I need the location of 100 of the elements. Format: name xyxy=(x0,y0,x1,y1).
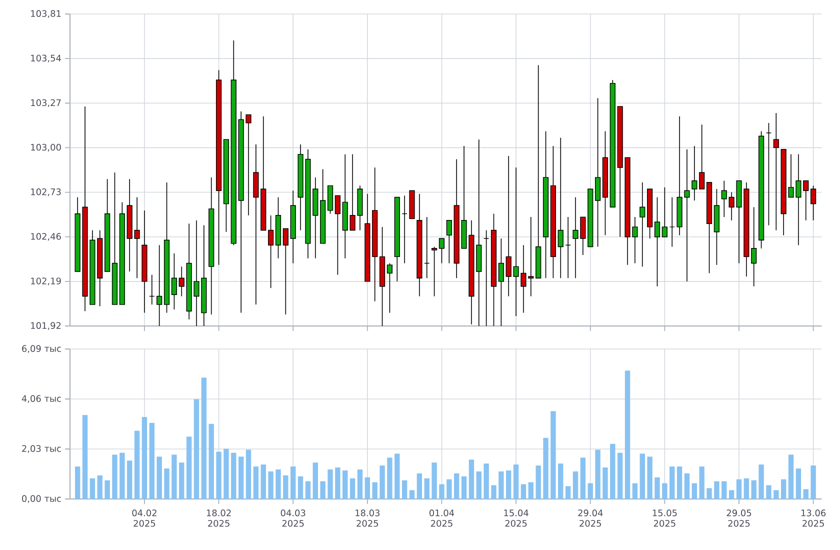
candlestick xyxy=(432,246,438,297)
candlestick xyxy=(654,196,660,287)
bar xyxy=(572,471,578,499)
bar xyxy=(142,416,148,499)
bar xyxy=(676,466,682,499)
bar xyxy=(90,478,96,499)
bar xyxy=(357,469,363,499)
candlestick xyxy=(803,180,809,221)
bar xyxy=(624,370,630,499)
bar xyxy=(528,482,534,499)
bar xyxy=(149,422,154,499)
bar xyxy=(774,490,779,499)
y-tick-label: 103,54 xyxy=(31,54,61,62)
bar xyxy=(342,470,348,499)
x-tick-label: 15.05 2025 xyxy=(652,510,677,527)
y-tick-label: 103,27 xyxy=(31,99,61,107)
candlestick xyxy=(438,238,445,264)
bar xyxy=(104,480,110,499)
bar xyxy=(216,452,222,499)
bar xyxy=(238,456,244,499)
y-tick-label: 4,06 тыс xyxy=(22,395,61,403)
bar xyxy=(424,478,430,499)
bar xyxy=(788,454,794,499)
candlestick xyxy=(334,195,340,276)
bar xyxy=(796,468,802,499)
candlestick xyxy=(446,220,452,264)
bar xyxy=(588,483,593,499)
bar xyxy=(728,490,734,499)
bar xyxy=(670,466,675,499)
bar xyxy=(580,458,586,499)
bar xyxy=(409,490,415,499)
bar xyxy=(714,481,720,499)
bar xyxy=(632,483,638,499)
bar xyxy=(602,467,608,499)
bar xyxy=(335,467,340,499)
bar xyxy=(432,462,437,499)
bar xyxy=(201,378,207,499)
bar xyxy=(744,478,750,499)
bar xyxy=(446,479,452,499)
x-tick-label: 01.04 2025 xyxy=(429,510,454,527)
bar xyxy=(506,470,512,499)
bar xyxy=(684,473,690,499)
bar xyxy=(476,471,482,499)
bar xyxy=(74,466,80,499)
bar xyxy=(120,452,125,499)
bar xyxy=(751,480,756,499)
bar xyxy=(298,476,304,499)
bar xyxy=(468,460,474,499)
bar xyxy=(283,475,288,499)
bar xyxy=(253,466,259,499)
candlestick xyxy=(558,137,564,279)
bar xyxy=(208,424,214,499)
x-tick-label: 18.02 2025 xyxy=(206,510,231,527)
bar xyxy=(112,454,118,499)
bar xyxy=(803,489,808,499)
y-tick-label: 102,19 xyxy=(31,278,61,286)
bar xyxy=(156,456,162,499)
bar xyxy=(558,464,564,499)
bar xyxy=(706,488,712,499)
y-tick-label: 6,09 тыс xyxy=(22,345,61,353)
candlestick xyxy=(386,262,393,314)
bar xyxy=(610,444,616,499)
x-tick-label: 29.04 2025 xyxy=(578,510,603,527)
bar xyxy=(736,479,742,499)
bar xyxy=(350,478,356,499)
bar xyxy=(699,466,704,499)
candlestick xyxy=(669,196,675,248)
candlestick xyxy=(766,122,772,226)
y-tick-label: 103,81 xyxy=(31,10,61,18)
bar xyxy=(172,454,177,499)
bar xyxy=(513,464,519,499)
candlestick xyxy=(178,266,184,297)
candlestick xyxy=(282,228,288,315)
bar xyxy=(595,450,600,499)
bar xyxy=(758,464,764,499)
bar xyxy=(186,436,192,499)
bar xyxy=(647,456,652,499)
bar xyxy=(520,484,526,499)
candlestick xyxy=(156,244,162,326)
candlestick xyxy=(662,186,668,238)
bar xyxy=(224,448,229,499)
bar xyxy=(780,479,786,499)
bar xyxy=(692,483,698,499)
bar xyxy=(491,485,496,499)
bar xyxy=(164,468,170,499)
bar xyxy=(194,399,200,499)
bar xyxy=(565,486,571,499)
bar xyxy=(387,458,392,499)
candlestick xyxy=(268,214,274,288)
x-tick-label: 04.03 2025 xyxy=(280,510,306,527)
bar xyxy=(260,464,266,499)
bar xyxy=(543,438,548,499)
bar xyxy=(312,462,318,499)
x-tick-label: 18.03 2025 xyxy=(356,510,380,527)
y-tick-label: 102,46 xyxy=(31,233,61,241)
bar xyxy=(454,473,460,499)
candlestick xyxy=(484,230,490,326)
bar xyxy=(654,477,660,499)
bar xyxy=(268,471,274,499)
y-tick-label: 102,73 xyxy=(31,188,61,196)
